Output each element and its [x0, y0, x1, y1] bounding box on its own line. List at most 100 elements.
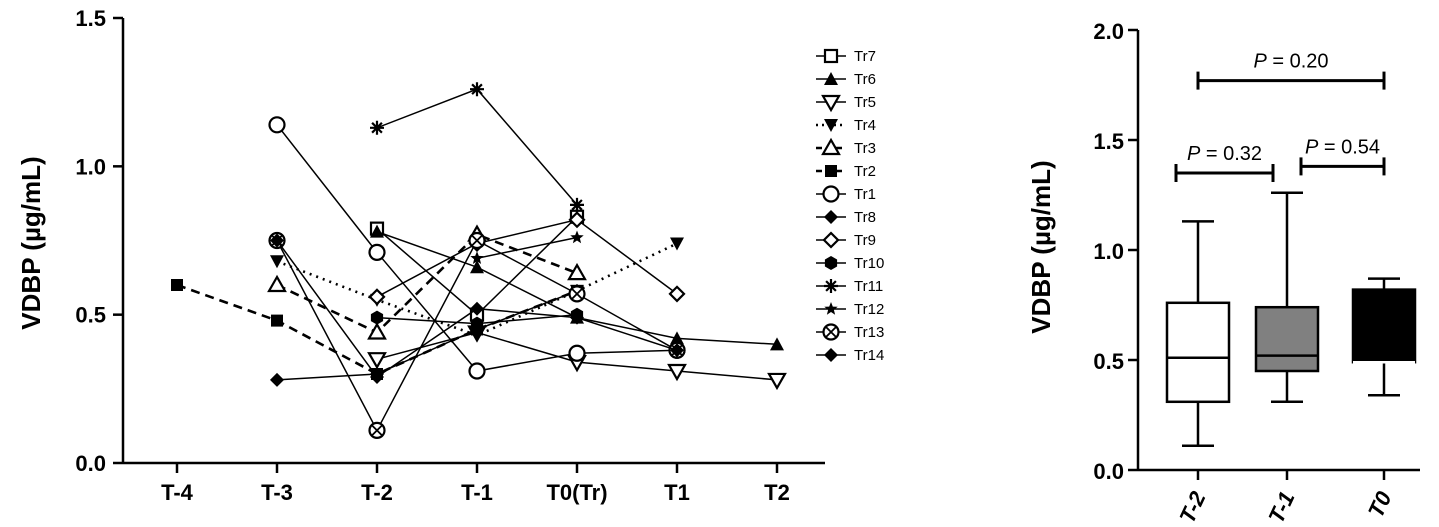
point-tr1 — [568, 344, 586, 362]
line-chart-y-tick-label: 1.0 — [75, 154, 106, 179]
point-tr14 — [370, 369, 384, 384]
line-chart-axes: 0.0 0.5 1.0 1.5 T-4 T-3 T-2 T-1 T0(Tr) T1 T2 — [75, 6, 825, 505]
legend-entry-tr8: Tr8 — [816, 209, 876, 226]
box-body-t-1 — [1254, 305, 1320, 373]
line-chart-y-tick-label: 0.0 — [75, 451, 106, 476]
point-tr6 — [370, 224, 384, 238]
box-body-t-2 — [1165, 301, 1231, 404]
point-tr13 — [568, 285, 586, 303]
series-tr3 — [267, 224, 587, 340]
point-tr12 — [570, 230, 584, 244]
series-line-tr3 — [276, 233, 578, 335]
box-chart-y-tick-label: 0.0 — [1093, 459, 1124, 484]
legend-entry-tr12: Tr12 — [816, 301, 884, 318]
legend-marker-tr11 — [824, 279, 838, 293]
point-tr14 — [570, 310, 584, 325]
point-tr3 — [367, 322, 387, 340]
legend-label-tr12: Tr12 — [854, 301, 884, 318]
line-chart-y-tick-label: 1.5 — [75, 6, 106, 31]
legend-label-tr14: Tr14 — [854, 347, 884, 364]
series-line-tr8 — [276, 290, 578, 381]
box-t-1 — [1254, 191, 1320, 404]
legend-entry-tr9: Tr9 — [816, 231, 876, 249]
series-line-tr9 — [376, 218, 678, 298]
point-tr1 — [268, 116, 286, 134]
legend-marker-tr10 — [824, 256, 838, 270]
series-tr9 — [368, 211, 686, 306]
legend-marker-tr13-cross — [825, 326, 837, 338]
line-chart-y-tick-label: 0.5 — [75, 303, 106, 328]
p-symbol: P — [1305, 136, 1319, 158]
point-tr1 — [368, 243, 386, 261]
box-chart-y-tick-label: 0.5 — [1093, 349, 1124, 374]
comparison-1: P = 0.32 — [1174, 143, 1275, 182]
legend-marker-tr13 — [822, 323, 840, 341]
point-tr2 — [171, 279, 183, 291]
box-chart-panel: VDBP (µg/mL) 0.0 0.5 1.0 1.5 2.0 T-2 T-1 T0 P =… — [1026, 19, 1420, 527]
legend-marker-tr8 — [824, 210, 838, 224]
legend-entry-tr3: Tr3 — [816, 137, 876, 157]
legend-label-tr8: Tr8 — [854, 209, 876, 226]
point-tr3 — [267, 274, 287, 293]
series-line-tr11 — [376, 88, 578, 206]
point-tr13-cross — [571, 288, 583, 300]
legend-entry-tr13: Tr13 — [816, 323, 884, 341]
legend-entry-tr6: Tr6 — [816, 71, 876, 88]
legend-entry-tr14: Tr14 — [816, 347, 884, 364]
legend-marker-tr9 — [822, 231, 840, 249]
comparison-2: P = 0.54 — [1299, 136, 1386, 176]
point-tr5 — [767, 372, 787, 391]
line-chart-series — [171, 82, 787, 439]
box-t0 — [1351, 277, 1417, 397]
legend-label-tr5: Tr5 — [854, 94, 876, 111]
box-chart-x-tick-label: T-1 — [1263, 488, 1299, 527]
box-t-2 — [1165, 220, 1231, 448]
point-tr6 — [770, 337, 784, 351]
legend-label-tr10: Tr10 — [854, 255, 884, 272]
series-tr12 — [470, 230, 584, 264]
point-tr13 — [468, 231, 486, 250]
legend-label-tr3: Tr3 — [854, 140, 876, 157]
legend-marker-tr2 — [825, 165, 837, 177]
legend-label-tr11: Tr11 — [854, 278, 883, 295]
box-chart-ylabel: VDBP (µg/mL) — [1026, 160, 1056, 333]
legend-entry-tr10: Tr10 — [816, 255, 884, 272]
legend-label-tr13: Tr13 — [854, 324, 884, 341]
line-chart-x-tick-label: T-3 — [261, 480, 293, 505]
legend-entry-tr1: Tr1 — [816, 185, 876, 203]
point-tr2 — [271, 314, 283, 327]
point-tr11 — [470, 82, 484, 97]
point-tr1 — [468, 362, 486, 380]
legend-marker-tr4 — [824, 119, 838, 132]
legend-label-tr7: Tr7 — [854, 48, 876, 65]
legend-entry-tr5: Tr5 — [816, 94, 876, 113]
legend-marker-tr1 — [822, 185, 840, 203]
legend-marker-tr7 — [823, 48, 839, 64]
legend-label-tr2: Tr2 — [854, 163, 876, 180]
line-chart-ylabel: VDBP (µg/mL) — [16, 156, 46, 329]
series-line-tr12 — [476, 236, 578, 260]
line-chart-panel: VDBP (µg/mL) 0.0 0.5 1.0 1.5 T-4 T-3 T-2 T-1 T0(… — [16, 6, 884, 505]
point-tr8 — [270, 372, 284, 387]
comparison-label: P = 0.20 — [1253, 51, 1328, 73]
series-tr11 — [370, 82, 584, 212]
legend-label-tr6: Tr6 — [854, 71, 876, 88]
comparison-label: P = 0.54 — [1305, 136, 1380, 158]
point-tr13-cross — [371, 424, 383, 437]
point-tr6 — [470, 260, 484, 274]
point-tr10 — [370, 310, 384, 325]
point-tr10 — [470, 316, 484, 331]
line-chart-x-tick-label: T-1 — [461, 480, 493, 505]
legend-entry-tr4: Tr4 — [816, 117, 876, 134]
point-tr9 — [668, 285, 686, 303]
point-tr14 — [270, 233, 284, 248]
line-chart-x-tick-label: T-2 — [361, 480, 393, 505]
point-tr14 — [470, 301, 484, 316]
point-tr5 — [367, 352, 387, 370]
point-tr5 — [667, 363, 687, 382]
box-chart-comparisons: P = 0.20 P = 0.32 P = 0.54 — [1174, 51, 1386, 182]
point-tr9 — [368, 288, 386, 306]
line-chart-legend: Tr7 Tr6 Tr5 Tr4 Tr3 Tr2 Tr1 Tr8 Tr9 Tr10 Tr11 Tr12 T… — [816, 48, 884, 364]
box-body-t0 — [1351, 288, 1417, 364]
series-line-tr4 — [276, 242, 678, 337]
